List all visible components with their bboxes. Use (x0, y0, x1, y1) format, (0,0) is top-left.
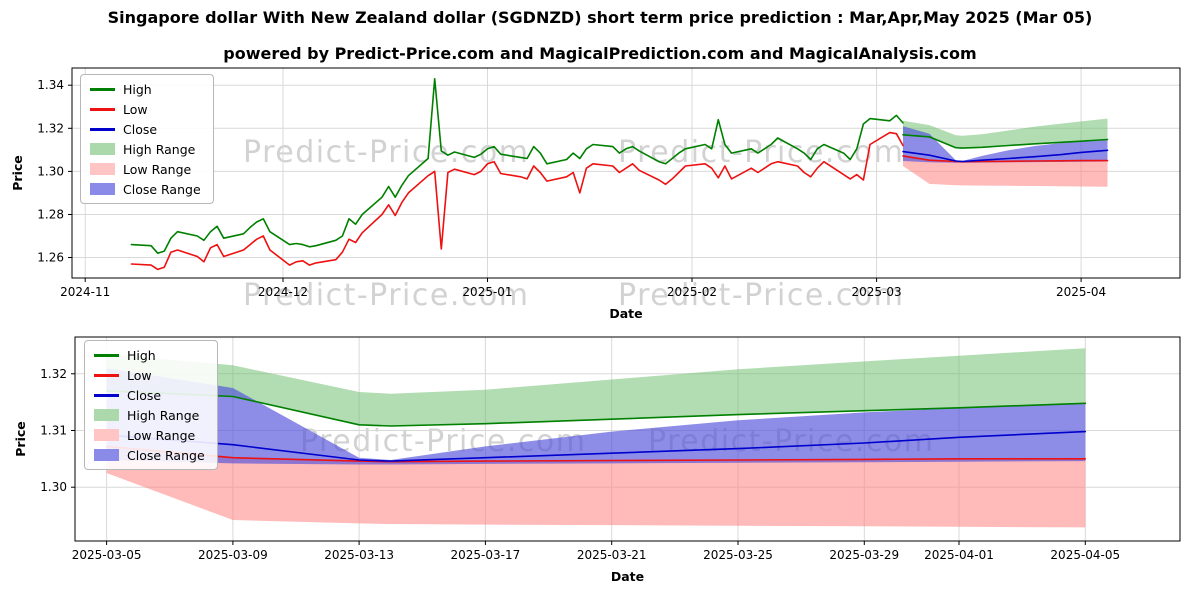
legend-item-close: Close (90, 121, 201, 137)
legend-item-low: Low (90, 101, 201, 117)
figure-subtitle: powered by Predict-Price.com and Magical… (223, 44, 977, 63)
svg-text:1.30: 1.30 (40, 480, 67, 494)
svg-text:Date: Date (611, 569, 644, 584)
prediction-detail-chart: 2025-03-05 2025-03-09 2025-03-13 2025-03-17… (13, 336, 1181, 584)
legend-patch-swatch-low-range (94, 429, 119, 441)
legend: High Low Close High Range Low Range Close Ran… (84, 340, 218, 470)
legend-label-close: Close (127, 387, 162, 403)
svg-text:2025-03-29: 2025-03-29 (829, 548, 899, 562)
svg-text:2025-02: 2025-02 (667, 285, 717, 299)
legend-line-swatch-high (90, 87, 115, 91)
svg-text:1.32: 1.32 (37, 121, 64, 135)
legend-patch-swatch-high-range (90, 143, 115, 155)
svg-text:1.32: 1.32 (40, 367, 67, 381)
legend-label-high-range: High Range (127, 407, 200, 423)
svg-text:2025-04: 2025-04 (1056, 285, 1106, 299)
watermark: Predict-Price.com (618, 278, 905, 313)
svg-text:2024-12: 2024-12 (258, 285, 308, 299)
legend-label-high-range: High Range (123, 141, 196, 157)
watermark: Predict-Price.com (243, 278, 530, 313)
legend-item-close: Close (94, 387, 205, 403)
svg-text:1.30: 1.30 (37, 164, 64, 178)
svg-text:Price: Price (10, 155, 25, 191)
legend-line-swatch-low (90, 107, 115, 111)
legend-label-close-range: Close Range (127, 447, 205, 463)
legend-item-high-range: High Range (90, 141, 201, 157)
legend-item-low: Low (94, 367, 205, 383)
svg-text:1.34: 1.34 (37, 78, 64, 92)
legend-patch-swatch-low-range (90, 163, 115, 175)
legend-label-close: Close (123, 121, 158, 137)
svg-text:2025-03: 2025-03 (852, 285, 902, 299)
legend-item-high: High (94, 347, 205, 363)
legend-line-swatch-low (94, 373, 119, 377)
svg-text:1.31: 1.31 (40, 424, 67, 438)
legend-label-low: Low (127, 367, 152, 383)
svg-text:2025-03-13: 2025-03-13 (324, 548, 394, 562)
svg-text:1.26: 1.26 (37, 251, 64, 265)
legend-item-close-range: Close Range (90, 181, 201, 197)
legend-label-low: Low (123, 101, 148, 117)
svg-text:2025-03-25: 2025-03-25 (703, 548, 773, 562)
svg-text:2025-03-17: 2025-03-17 (451, 548, 521, 562)
svg-text:1.28: 1.28 (37, 208, 64, 222)
legend-line-swatch-high (94, 353, 119, 357)
price-history-chart: 2024-11 2024-12 2025-01 2025-02 2025-03 2025-… (10, 67, 1181, 321)
legend-item-low-range: Low Range (90, 161, 201, 177)
legend-label-high: High (127, 347, 156, 363)
svg-text:2025-03-21: 2025-03-21 (577, 548, 647, 562)
legend-item-high-range: High Range (94, 407, 205, 423)
svg-text:2025-01: 2025-01 (462, 285, 512, 299)
svg-text:Date: Date (609, 306, 642, 321)
legend-label-high: High (123, 81, 152, 97)
legend-label-low-range: Low Range (123, 161, 192, 177)
legend: High Low Close High Range Low Range Close Ran… (80, 74, 214, 204)
figure-title: Singapore dollar With New Zealand dollar… (107, 8, 1093, 27)
svg-text:Price: Price (13, 421, 28, 457)
legend-label-low-range: Low Range (127, 427, 196, 443)
svg-text:2025-04-05: 2025-04-05 (1050, 548, 1120, 562)
legend-patch-swatch-high-range (94, 409, 119, 421)
svg-text:2025-04-01: 2025-04-01 (924, 548, 994, 562)
legend-line-swatch-close (94, 393, 119, 397)
legend-item-close-range: Close Range (94, 447, 205, 463)
svg-text:2025-03-09: 2025-03-09 (198, 548, 268, 562)
legend-item-high: High (90, 81, 201, 97)
legend-patch-swatch-close-range (94, 449, 119, 461)
svg-text:2024-11: 2024-11 (60, 285, 110, 299)
svg-text:2025-03-05: 2025-03-05 (72, 548, 142, 562)
watermark: Predict-Price.com (243, 135, 530, 170)
legend-patch-swatch-close-range (90, 183, 115, 195)
legend-line-swatch-close (90, 127, 115, 131)
legend-item-low-range: Low Range (94, 427, 205, 443)
legend-label-close-range: Close Range (123, 181, 201, 197)
